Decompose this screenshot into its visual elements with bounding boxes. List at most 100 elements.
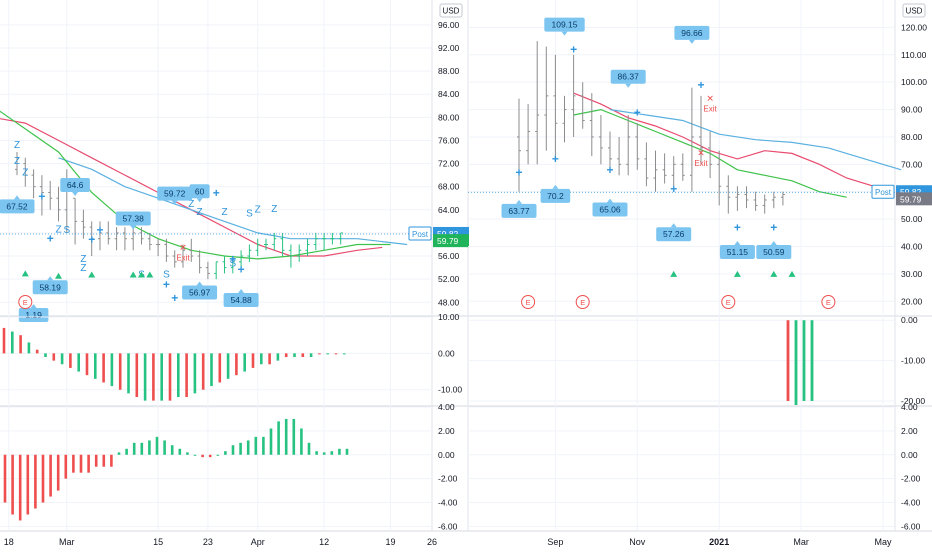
- left-price-tick-label: 64.00: [438, 205, 460, 215]
- right-plus-marker: +: [515, 166, 522, 180]
- left-hist2-bar: [345, 448, 349, 455]
- right-hist1-tick-label: 0.00: [901, 315, 918, 325]
- left-hist1-bar: [251, 353, 255, 368]
- left-hist2-tick-label: 2.00: [438, 426, 455, 436]
- left-hist1-bar: [27, 342, 31, 354]
- left-signal-letter: Z: [271, 204, 277, 215]
- left-x-tick-label: 15: [153, 537, 163, 547]
- left-price-tag-pointer: [196, 281, 203, 286]
- left-hist1-bar: [85, 353, 89, 376]
- left-price-tag: 58.19: [32, 276, 68, 295]
- left-hist1-bar: [77, 353, 80, 372]
- right-price-tag-label: 57.26: [663, 229, 685, 239]
- left-hist2-bar: [79, 454, 83, 473]
- right-post-value: 59.82: [900, 187, 922, 197]
- left-hist2-bar: [262, 436, 265, 455]
- left-hist1-bar: [127, 353, 130, 394]
- left-hist1-bar: [102, 353, 105, 383]
- left-hist1-bar: [243, 353, 246, 372]
- left-hist2-bar: [269, 428, 273, 455]
- left-x-tick-label: Mar: [59, 537, 75, 547]
- left-hist1-bar: [11, 331, 14, 354]
- left-hist1-bar: [218, 353, 222, 383]
- left-hist2-bar: [110, 454, 113, 467]
- right-earnings-circle: [575, 295, 590, 309]
- left-hist2-bar: [277, 421, 280, 455]
- left-hist2-tick-label: -6.00: [438, 521, 458, 531]
- left-hist2-bar: [246, 440, 250, 455]
- left-hist2-bar: [94, 454, 98, 467]
- right-triangle-marker: [770, 270, 778, 277]
- right-earnings-circle: [821, 295, 836, 309]
- left-exit-label: Exit: [176, 253, 190, 262]
- right-price-tag-pointer: [552, 184, 559, 189]
- left-signal-letter: Z: [14, 140, 20, 151]
- right-price-tick-label: 70.00: [901, 159, 923, 169]
- left-price-tag-label: 57.38: [123, 213, 145, 223]
- left-currency-badge: [439, 3, 463, 18]
- right-x-tick-label: Mar: [793, 537, 809, 547]
- left-hist2-tick-label: -2.00: [438, 474, 458, 484]
- left-hist1-bar: [110, 353, 114, 387]
- right-price-tag: 96.66: [674, 25, 710, 44]
- left-hist1-bar: [201, 353, 205, 390]
- left-hist2-bar: [56, 454, 60, 491]
- left-hist1-tick-label: -10.00: [438, 385, 462, 395]
- right-price-tag-pointer: [607, 198, 613, 203]
- left-hist1-tick-label: 10.00: [438, 312, 460, 322]
- right-price-tag-label: 65.06: [599, 205, 621, 215]
- left-hist2-bar: [239, 442, 242, 455]
- right-price-tag-pointer: [670, 223, 677, 228]
- left-hist2-bar: [125, 448, 128, 455]
- left-hist1-bar: [52, 353, 56, 361]
- left-hist1-bar: [135, 353, 139, 397]
- right-hist2-tick-label: -6.00: [901, 521, 921, 531]
- right-exit-label: Exit: [694, 159, 708, 168]
- left-hist2-bar: [300, 428, 303, 455]
- left-hist2-bar: [178, 448, 182, 455]
- left-price-tag-label: 54.88: [230, 295, 252, 305]
- left-post-value: 59.82: [437, 229, 459, 239]
- right-price-tag: 70.2: [540, 184, 571, 203]
- right-plus-marker: +: [634, 105, 641, 119]
- right-hist1-tick-label: -20.00: [901, 396, 925, 406]
- left-plus-marker: +: [38, 190, 45, 204]
- left-hist2-bar: [193, 454, 197, 456]
- left-currency-label: USD: [443, 7, 460, 16]
- right-triangle-marker: [788, 270, 796, 277]
- left-hist2-bar: [49, 454, 52, 497]
- left-hist1-bar: [343, 353, 346, 355]
- left-signal-letter: Z: [80, 263, 86, 274]
- left-hist2-bar: [155, 436, 159, 455]
- right-triangle-marker: [733, 270, 741, 277]
- left-triangle-marker: [129, 271, 137, 278]
- left-hist1-bar: [118, 353, 122, 390]
- right-price-tick-label: 80.00: [901, 132, 923, 142]
- left-price-tag-box: [115, 211, 151, 226]
- right-price-tag-pointer: [734, 241, 741, 245]
- left-price-tag-pointer: [30, 304, 37, 308]
- left-exit-marker: ✕: [179, 242, 187, 252]
- right-price-tag-box: [540, 188, 571, 203]
- right-price-tick-label: 120.00: [901, 22, 927, 32]
- left-hist2-bar: [18, 454, 22, 521]
- right-currency-badge: [902, 3, 926, 18]
- left-hist2-bar: [322, 452, 326, 455]
- left-signal-letter: Z: [188, 199, 194, 210]
- left-price-tag-pointer: [14, 195, 20, 200]
- left-x-tick-label: 19: [385, 537, 395, 547]
- left-hist1-bar: [69, 353, 72, 368]
- left-hist2-bar: [3, 454, 7, 503]
- right-price-tag-label: 96.66: [681, 28, 703, 38]
- left-signal-letter: Z: [255, 205, 261, 216]
- right-plus-marker: +: [697, 78, 704, 92]
- left-hist1-bar: [268, 353, 271, 365]
- left-signal-letter: Z: [14, 156, 20, 167]
- left-price-tag: 1.19: [18, 304, 49, 322]
- left-price-tag: 64.6: [60, 177, 90, 196]
- left-hist1-bar: [152, 353, 155, 401]
- right-plus-marker: +: [770, 220, 777, 234]
- left-post-label: Post: [412, 230, 429, 239]
